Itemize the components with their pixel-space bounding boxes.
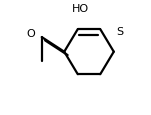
Text: O: O bbox=[26, 28, 35, 38]
Text: S: S bbox=[117, 27, 124, 37]
Text: HO: HO bbox=[72, 4, 89, 14]
